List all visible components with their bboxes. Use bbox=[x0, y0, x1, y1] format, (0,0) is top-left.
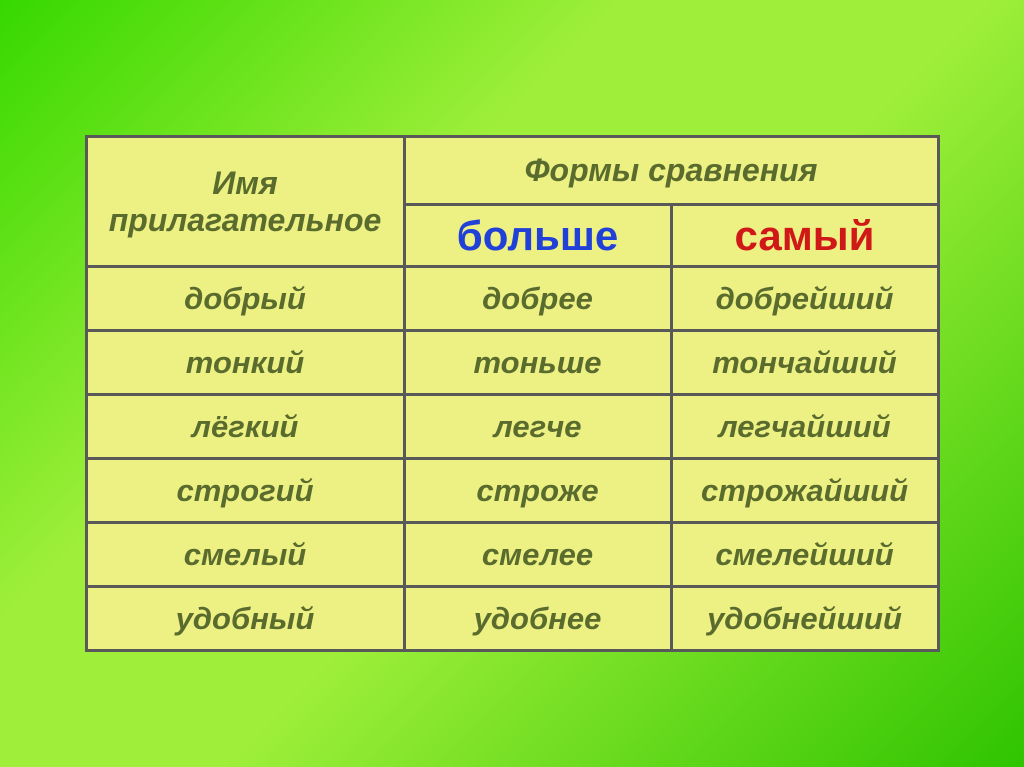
table-row: добрый добрее добрейший bbox=[86, 267, 938, 331]
cell-adjective: строгий bbox=[86, 459, 404, 523]
cell-comparative: легче bbox=[404, 395, 671, 459]
cell-comparative: строже bbox=[404, 459, 671, 523]
cell-superlative: тончайший bbox=[671, 331, 938, 395]
header-row-1: Имя прилагательное Формы сравнения bbox=[86, 137, 938, 205]
cell-superlative: легчайший bbox=[671, 395, 938, 459]
cell-superlative: смелейший bbox=[671, 523, 938, 587]
cell-comparative: добрее bbox=[404, 267, 671, 331]
cell-superlative: строжайший bbox=[671, 459, 938, 523]
subheader-most: самый bbox=[671, 205, 938, 267]
table-row: лёгкий легче легчайший bbox=[86, 395, 938, 459]
table-row: смелый смелее смелейший bbox=[86, 523, 938, 587]
table-row: удобный удобнее удобнейший bbox=[86, 587, 938, 651]
cell-adjective: добрый bbox=[86, 267, 404, 331]
comparison-table: Имя прилагательное Формы сравнения больш… bbox=[85, 135, 940, 652]
header-adjective: Имя прилагательное bbox=[86, 137, 404, 267]
cell-adjective: смелый bbox=[86, 523, 404, 587]
table-container: Имя прилагательное Формы сравнения больш… bbox=[85, 135, 940, 652]
cell-superlative: удобнейший bbox=[671, 587, 938, 651]
table-row: тонкий тоньше тончайший bbox=[86, 331, 938, 395]
cell-adjective: лёгкий bbox=[86, 395, 404, 459]
cell-superlative: добрейший bbox=[671, 267, 938, 331]
cell-comparative: удобнее bbox=[404, 587, 671, 651]
header-comparison-forms: Формы сравнения bbox=[404, 137, 938, 205]
cell-adjective: тонкий bbox=[86, 331, 404, 395]
cell-adjective: удобный bbox=[86, 587, 404, 651]
subheader-more: больше bbox=[404, 205, 671, 267]
table-row: строгий строже строжайший bbox=[86, 459, 938, 523]
cell-comparative: смелее bbox=[404, 523, 671, 587]
cell-comparative: тоньше bbox=[404, 331, 671, 395]
